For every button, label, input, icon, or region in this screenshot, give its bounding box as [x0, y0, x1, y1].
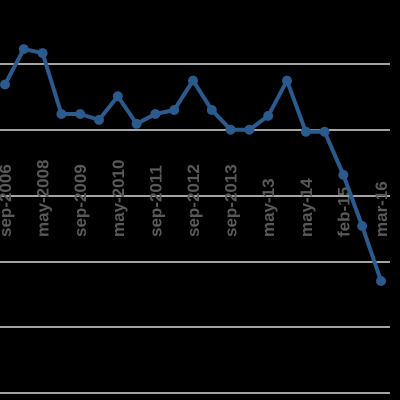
data-point: [112, 91, 123, 102]
data-point: [319, 126, 330, 137]
data-point: [357, 221, 368, 231]
data-point: [282, 75, 292, 86]
x-tick-label: sep-2009: [71, 164, 90, 237]
x-tick-label: may-2010: [109, 159, 128, 237]
data-point: [56, 109, 67, 119]
data-point: [188, 75, 198, 86]
data-point: [131, 118, 142, 129]
x-tick-label: sep-2012: [184, 164, 203, 237]
data-point: [150, 109, 161, 119]
x-tick-label: feb-15: [334, 187, 353, 237]
data-point: [225, 124, 236, 135]
gridlines: [0, 63, 390, 394]
x-tick-label: sep-2013: [222, 164, 241, 237]
data-point: [300, 126, 311, 137]
data-point: [0, 79, 10, 90]
data-point: [37, 48, 48, 59]
data-point: [338, 169, 349, 180]
data-point: [244, 124, 255, 135]
x-tick-label: mar-16: [372, 181, 391, 237]
data-point: [94, 114, 104, 125]
data-point: [263, 110, 274, 121]
x-tick-label: sep-2011: [146, 165, 165, 237]
x-tick-label: may-14: [297, 178, 316, 237]
x-tick-label: sep-2006: [0, 164, 15, 237]
data-point: [206, 105, 217, 115]
x-axis-tick-labels: sep-2006 may-2008 sep-2009 may-2010 sep-2011…: [0, 159, 391, 237]
x-tick-label: may-13: [259, 178, 278, 237]
data-point: [169, 105, 180, 115]
data-point: [376, 276, 386, 286]
data-point: [18, 44, 29, 55]
series-group: [0, 44, 386, 286]
data-point: [75, 109, 86, 119]
x-tick-label: may-2008: [34, 159, 53, 237]
